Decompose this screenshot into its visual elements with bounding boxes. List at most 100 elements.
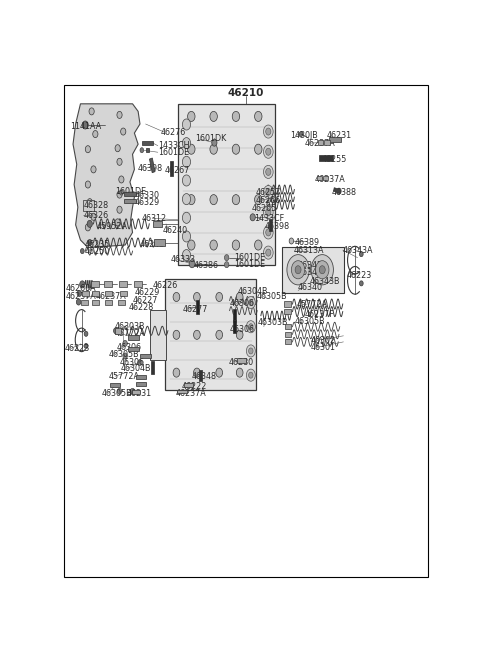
Bar bbox=[150, 310, 166, 360]
Circle shape bbox=[85, 224, 91, 231]
Text: 46226: 46226 bbox=[152, 281, 178, 290]
Circle shape bbox=[85, 181, 91, 188]
Circle shape bbox=[117, 159, 122, 165]
Text: 46306: 46306 bbox=[229, 299, 254, 308]
Circle shape bbox=[289, 238, 294, 244]
Text: 46302: 46302 bbox=[311, 336, 336, 345]
Circle shape bbox=[216, 368, 223, 377]
Circle shape bbox=[115, 145, 120, 152]
Circle shape bbox=[319, 266, 325, 274]
Circle shape bbox=[188, 144, 195, 155]
Circle shape bbox=[210, 111, 217, 121]
Bar bbox=[140, 354, 151, 358]
Text: 46237A: 46237A bbox=[315, 175, 346, 184]
Circle shape bbox=[236, 368, 243, 377]
Text: 46303B: 46303B bbox=[115, 322, 145, 331]
Circle shape bbox=[189, 259, 195, 268]
Circle shape bbox=[216, 292, 223, 301]
Circle shape bbox=[264, 125, 273, 138]
Bar bbox=[134, 282, 142, 288]
Text: 46237A: 46237A bbox=[175, 389, 206, 398]
Text: 46342: 46342 bbox=[297, 261, 323, 271]
Circle shape bbox=[87, 220, 92, 227]
Circle shape bbox=[232, 111, 240, 121]
Circle shape bbox=[299, 132, 303, 137]
Bar bbox=[129, 346, 139, 351]
Circle shape bbox=[84, 343, 88, 348]
Text: 46333: 46333 bbox=[171, 255, 196, 264]
Text: 46276: 46276 bbox=[160, 128, 186, 136]
Bar bbox=[285, 324, 290, 329]
Text: 45772A: 45772A bbox=[296, 299, 327, 309]
Text: 46386: 46386 bbox=[194, 261, 219, 270]
Text: 1433CH: 1433CH bbox=[158, 141, 190, 150]
Circle shape bbox=[89, 108, 94, 115]
Text: 46267: 46267 bbox=[165, 166, 190, 176]
Circle shape bbox=[77, 290, 82, 297]
Text: 1430JB: 1430JB bbox=[290, 130, 318, 140]
Circle shape bbox=[360, 252, 363, 257]
Bar bbox=[170, 161, 173, 176]
Bar bbox=[269, 219, 272, 231]
Circle shape bbox=[311, 255, 334, 285]
Circle shape bbox=[123, 341, 127, 346]
Circle shape bbox=[264, 226, 273, 239]
Bar bbox=[149, 158, 155, 173]
Text: 45952A: 45952A bbox=[96, 223, 128, 231]
Text: 46303B: 46303B bbox=[258, 318, 288, 327]
Bar bbox=[146, 148, 149, 152]
Text: 46389: 46389 bbox=[294, 238, 320, 247]
Text: 46266: 46266 bbox=[256, 196, 281, 204]
Text: 46222: 46222 bbox=[182, 382, 207, 391]
Bar bbox=[233, 309, 236, 322]
Circle shape bbox=[287, 255, 309, 285]
Circle shape bbox=[210, 240, 217, 250]
Circle shape bbox=[249, 348, 253, 354]
Circle shape bbox=[80, 281, 85, 288]
Circle shape bbox=[266, 168, 271, 176]
Circle shape bbox=[76, 299, 81, 305]
Bar bbox=[284, 301, 291, 307]
Circle shape bbox=[182, 138, 191, 149]
Circle shape bbox=[232, 195, 240, 204]
Circle shape bbox=[266, 229, 271, 236]
Circle shape bbox=[87, 198, 92, 206]
Text: 46306: 46306 bbox=[120, 358, 144, 367]
Text: 46388: 46388 bbox=[332, 188, 357, 197]
Circle shape bbox=[236, 330, 243, 339]
Circle shape bbox=[84, 331, 88, 336]
Circle shape bbox=[246, 321, 255, 333]
Circle shape bbox=[193, 368, 200, 377]
Circle shape bbox=[93, 130, 98, 138]
Circle shape bbox=[188, 111, 195, 121]
Bar bbox=[120, 291, 127, 296]
Circle shape bbox=[182, 231, 191, 242]
Bar bbox=[334, 188, 341, 193]
Circle shape bbox=[210, 144, 217, 155]
Circle shape bbox=[266, 148, 271, 155]
Text: 46313A: 46313A bbox=[294, 246, 324, 255]
Bar bbox=[284, 309, 291, 314]
Text: 46306: 46306 bbox=[117, 343, 142, 352]
Text: 46304B: 46304B bbox=[120, 364, 151, 373]
Bar bbox=[285, 339, 290, 345]
Bar bbox=[81, 299, 87, 305]
Circle shape bbox=[249, 372, 253, 378]
Circle shape bbox=[232, 240, 240, 250]
Circle shape bbox=[315, 261, 329, 279]
Bar bbox=[319, 155, 333, 161]
Bar bbox=[129, 335, 139, 339]
Circle shape bbox=[182, 250, 191, 261]
Bar bbox=[318, 140, 323, 145]
Text: 46329: 46329 bbox=[134, 198, 160, 207]
Text: 46328: 46328 bbox=[84, 201, 108, 210]
Text: 46223: 46223 bbox=[64, 344, 90, 353]
Circle shape bbox=[246, 345, 255, 357]
Bar bbox=[178, 390, 187, 393]
Circle shape bbox=[236, 292, 243, 301]
Bar bbox=[82, 291, 89, 296]
Circle shape bbox=[120, 190, 123, 195]
Bar bbox=[110, 383, 120, 387]
Text: 46237A: 46237A bbox=[305, 139, 336, 147]
Circle shape bbox=[264, 145, 273, 159]
